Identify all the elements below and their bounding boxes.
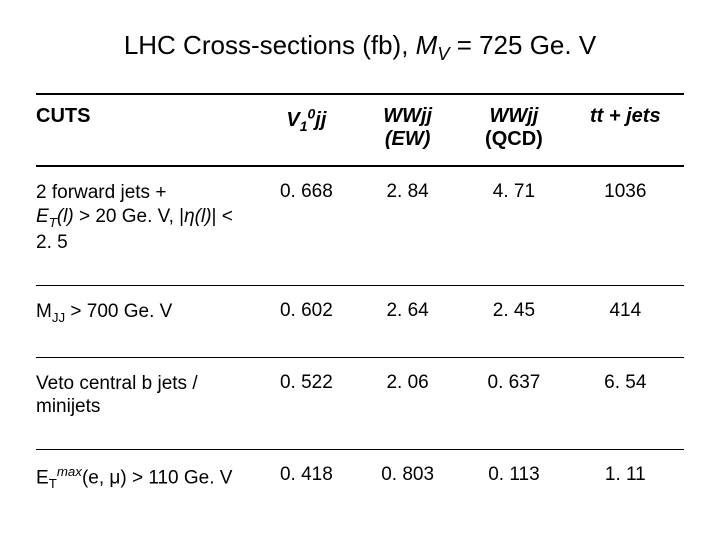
col-wwjj-qcd: WWjj (QCD) [461,94,572,166]
title-post: = 725 Ge. V [449,30,596,60]
cell-tt: 6. 54 [573,357,684,450]
cell-qcd: 2. 45 [461,286,572,357]
title-mv-sub: V [437,44,449,64]
table-row: MJJ > 700 Ge. V 0. 602 2. 64 2. 45 414 [36,286,684,357]
title-pre: LHC Cross-sections (fb), [124,30,416,60]
col-wwjj-ew: WWjj (EW) [360,94,461,166]
cell-ew: 2. 64 [360,286,461,357]
wwjj-qcd-l2: (QCD) [485,128,543,150]
cell-tt: 414 [573,286,684,357]
table-row: ETmax(e, μ) > 110 Ge. V 0. 418 0. 803 0.… [36,450,684,523]
cross-section-table: CUTS V10jj WWjj (EW) WWjj (QCD) tt + jet… [36,93,684,523]
wwjj-ew-l1: WWjj [383,105,432,127]
table-row: Veto central b jets /minijets 0. 522 2. … [36,357,684,450]
cell-qcd: 0. 113 [461,450,572,523]
v1-pre: V [286,109,299,131]
col-v10jj: V10jj [259,94,360,166]
cut-label: 2 forward jets +ET(l) > 20 Ge. V, |η(l)|… [36,166,259,285]
cell-v1: 0. 522 [259,357,360,450]
cell-v1: 0. 602 [259,286,360,357]
v1-post: jj [315,109,326,131]
slide: { "title": { "pre": "LHC Cross-sections … [0,0,720,540]
cut-label: MJJ > 700 Ge. V [36,286,259,357]
cell-tt: 1. 11 [573,450,684,523]
cell-qcd: 0. 637 [461,357,572,450]
cell-ew: 2. 06 [360,357,461,450]
page-title: LHC Cross-sections (fb), MV = 725 Ge. V [36,30,684,65]
title-mv-m: M [416,30,438,60]
cell-v1: 0. 668 [259,166,360,285]
cell-v1: 0. 418 [259,450,360,523]
cell-qcd: 4. 71 [461,166,572,285]
wwjj-qcd-l1: WWjj [490,105,539,127]
cut-label: Veto central b jets /minijets [36,357,259,450]
table-header-row: CUTS V10jj WWjj (EW) WWjj (QCD) tt + jet… [36,94,684,166]
table-body: 2 forward jets +ET(l) > 20 Ge. V, |η(l)|… [36,166,684,523]
col-cuts: CUTS [36,94,259,166]
cell-ew: 0. 803 [360,450,461,523]
table-row: 2 forward jets +ET(l) > 20 Ge. V, |η(l)|… [36,166,684,285]
cell-tt: 1036 [573,166,684,285]
wwjj-ew-l2: (EW) [385,128,431,150]
cell-ew: 2. 84 [360,166,461,285]
col-tt-jets: tt + jets [573,94,684,166]
cut-label: ETmax(e, μ) > 110 Ge. V [36,450,259,523]
